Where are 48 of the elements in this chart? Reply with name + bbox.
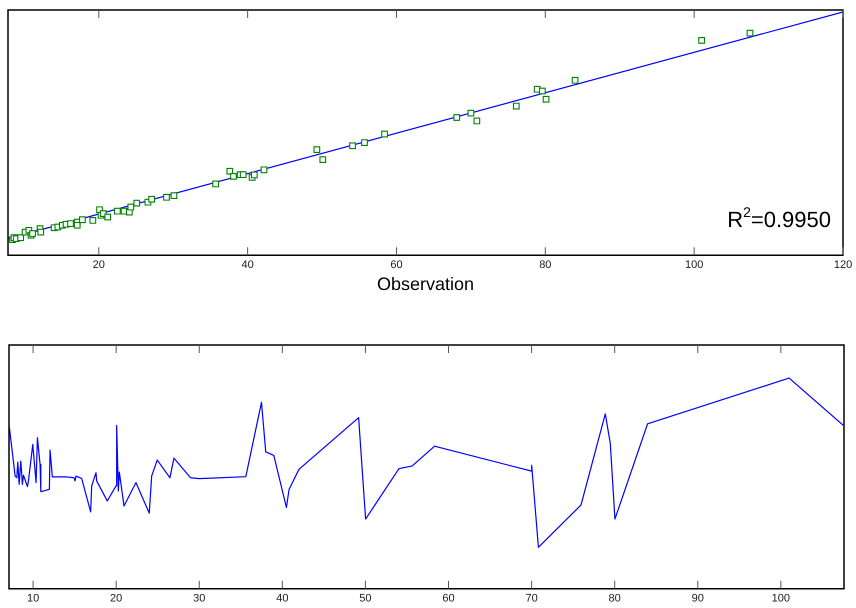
x-tick-label: 80 (539, 258, 552, 271)
point (542, 96, 550, 103)
point (260, 166, 268, 174)
x-tick-label: 120 (834, 258, 852, 271)
point (319, 156, 326, 163)
point (212, 180, 220, 188)
x-tick-label: 40 (276, 592, 288, 604)
x-tick-label: 80 (608, 592, 621, 604)
x-tick-label: 100 (684, 258, 704, 271)
point (512, 102, 520, 110)
x-tick-label: 60 (390, 258, 403, 271)
point (453, 114, 460, 121)
point (468, 110, 474, 117)
point (133, 200, 140, 207)
point (67, 220, 74, 227)
point (89, 217, 96, 224)
point (74, 222, 81, 229)
point (473, 118, 480, 124)
point (250, 172, 258, 178)
point (240, 171, 247, 178)
x-tick-label: 40 (242, 258, 254, 271)
point (170, 192, 178, 199)
x-axis-title: Observation (376, 274, 474, 294)
x-tick-label: 10 (26, 592, 40, 604)
point (313, 146, 320, 154)
point (163, 194, 170, 201)
x-tick-label: 30 (193, 592, 206, 604)
point (114, 208, 121, 215)
point (746, 30, 754, 36)
point (37, 228, 44, 236)
point (381, 130, 388, 138)
point (349, 142, 356, 150)
point (538, 88, 546, 94)
x-tick-label: 60 (442, 592, 455, 604)
x-tick-label: 90 (692, 592, 704, 604)
point (698, 37, 705, 44)
point (361, 139, 368, 146)
point (104, 214, 112, 220)
x-tick-label: 20 (110, 592, 122, 604)
x-tick-label: 20 (92, 258, 105, 271)
point (230, 173, 237, 180)
point (127, 204, 134, 210)
point (148, 196, 156, 203)
point (79, 216, 86, 224)
point (572, 76, 578, 84)
x-tick-label: 50 (359, 592, 372, 604)
x-tick-label: 70 (525, 592, 538, 604)
x-tick-label: 100 (772, 592, 790, 604)
